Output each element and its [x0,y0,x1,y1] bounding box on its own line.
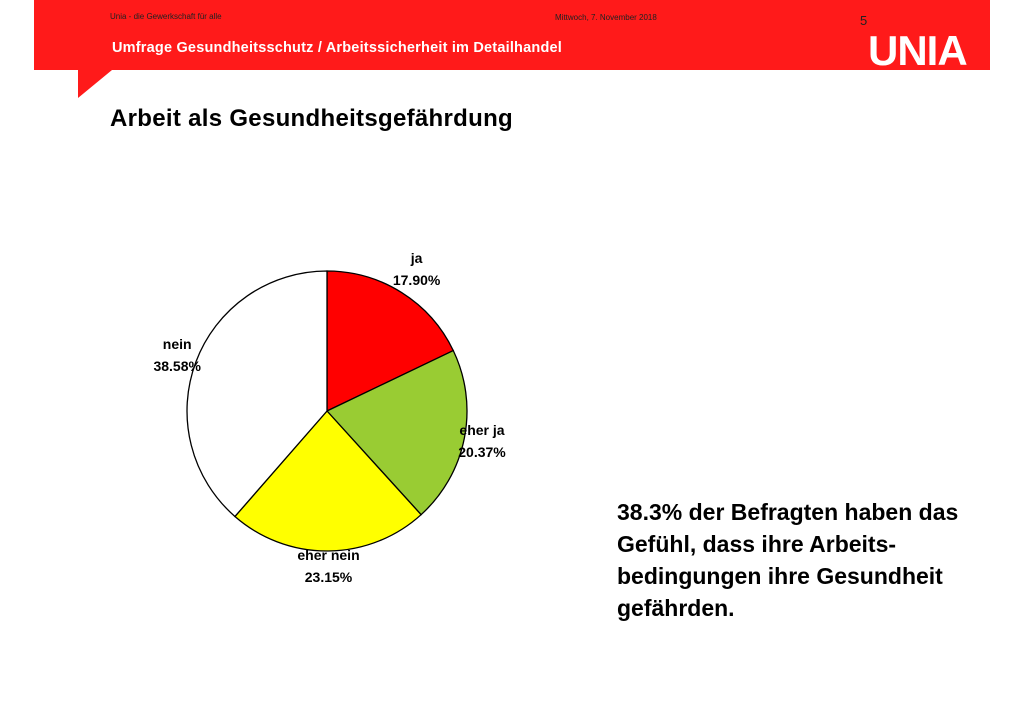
pie-slice-eher-nein [234,410,423,552]
header-subtitle: Umfrage Gesundheitsschutz / Arbeitssiche… [112,40,562,56]
pie-label-name: eher nein [297,547,360,563]
takeaway-text: 38.3% der Befragten haben das Gefühl, da… [617,499,959,621]
pie-label-value: 23.15% [304,569,353,585]
pie-label-nein: nein 38.58% [153,333,200,377]
header-flag [78,70,112,98]
pie-slice-nein [186,270,328,518]
pie-label-name: eher ja [459,422,505,439]
org-tagline: Unia - die Gewerkschaft für alle [110,12,222,21]
pie-label-name: ja [410,249,423,266]
date-text: Mittwoch, 7. November 2018 [555,13,657,22]
pie-label-value: 20.37% [458,444,506,461]
page-number: 5 [860,13,868,28]
pie-label-value: 17.90% [392,271,441,288]
pie-label-eher-ja: eher ja 20.37% [458,419,505,463]
pie-label-name: nein [162,335,192,352]
page-title: Arbeit als Gesundheitsgefährdung [110,105,513,132]
unia-logo: UNIA [868,27,968,74]
pie-label-value: 38.58% [153,357,201,374]
pie-label-eher-nein: eher nein 23.15% [297,544,359,588]
pie-slice-ja [326,270,455,413]
header-band [34,0,990,70]
pie-label-ja: ja 17.90% [393,247,440,291]
pie-slice-eher-ja [325,349,468,516]
